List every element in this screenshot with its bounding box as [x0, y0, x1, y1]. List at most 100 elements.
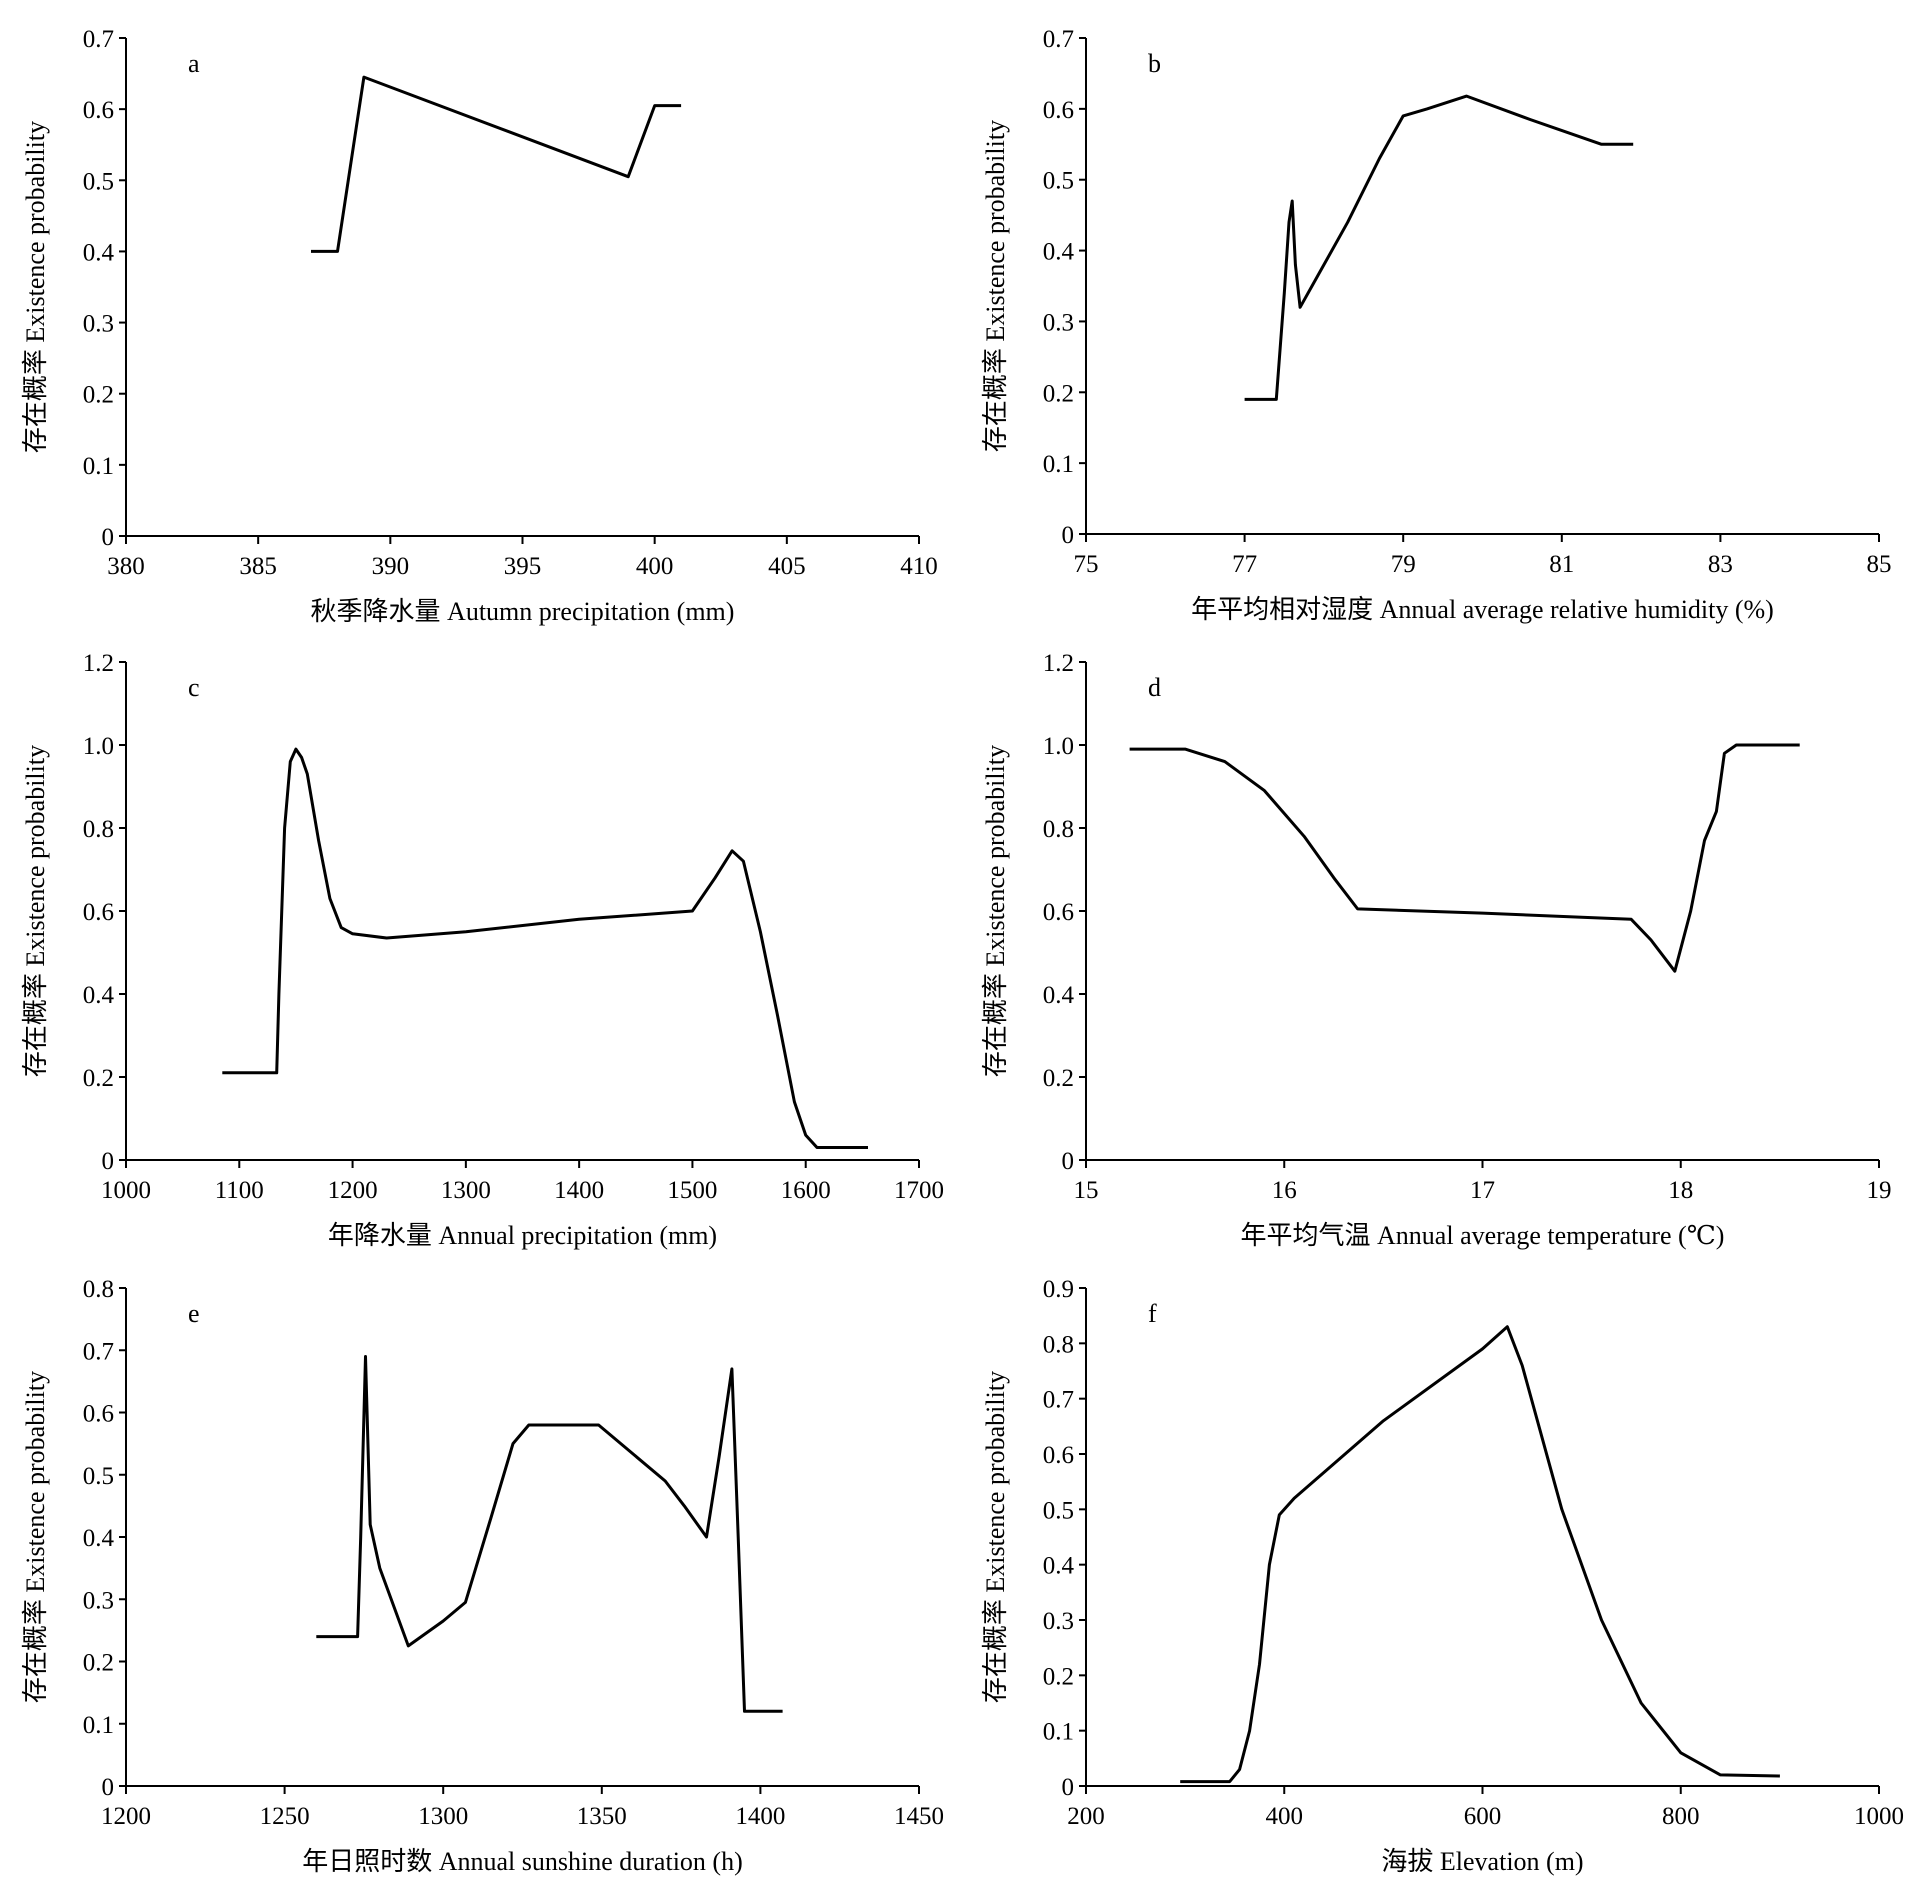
panel-label: e — [188, 1299, 200, 1328]
y-tick-label: 0.5 — [1043, 1497, 1074, 1524]
x-axis-title: 年降水量 Annual precipitation (mm) — [328, 1221, 717, 1250]
y-tick-label: 0.6 — [83, 899, 114, 926]
y-tick-label: 0.1 — [83, 453, 114, 480]
panel-a: 0 0.1 0.2 0.3 0.4 0.5 0.6 0.7 380 385 390 395 400 405… — [21, 26, 938, 626]
y-tick-label: 0.5 — [83, 168, 114, 195]
y-tick-label: 0.7 — [1043, 26, 1074, 53]
y-tick-label: 0.2 — [1043, 1663, 1074, 1690]
panel-label: b — [1148, 49, 1161, 78]
x-tick-label: 600 — [1464, 1803, 1502, 1830]
panel-e: 0 0.1 0.2 0.3 0.4 0.5 0.6 0.7 0.8 1200 1250 1300 135… — [21, 1276, 944, 1876]
x-tick-label: 1450 — [894, 1803, 944, 1830]
x-axis-title: 年平均相对湿度 Annual average relative humidity… — [1191, 595, 1774, 624]
y-tick-label: 0.8 — [83, 816, 114, 843]
y-tick-label: 0.4 — [1043, 239, 1075, 266]
y-tick-label: 0.1 — [1043, 451, 1074, 478]
series-line — [1129, 743, 1800, 973]
y-tick-label: 0.4 — [83, 982, 115, 1009]
x-tick-label: 385 — [239, 553, 277, 580]
y-axis-title: 存在概率 Existence probability — [981, 745, 1010, 1077]
y-tick-label: 0 — [1062, 1774, 1075, 1801]
x-tick-label: 75 — [1074, 551, 1099, 578]
y-tick-label: 0.5 — [1043, 168, 1074, 195]
y-axis-title: 存在概率 Existence probability — [21, 745, 50, 1077]
y-tick-label: 0.7 — [1043, 1387, 1074, 1414]
x-tick-label: 400 — [636, 553, 674, 580]
x-tick-label: 405 — [768, 553, 806, 580]
x-axis-title: 年日照时数 Annual sunshine duration (h) — [302, 1847, 743, 1876]
y-tick-label: 0.9 — [1043, 1276, 1074, 1303]
y-tick-label: 0.4 — [1043, 1553, 1075, 1580]
y-tick-label: 1.0 — [83, 733, 114, 760]
y-axis-title: 存在概率 Existence probability — [21, 121, 50, 453]
y-tick-label: 0 — [102, 1774, 115, 1801]
x-tick-label: 1300 — [441, 1177, 491, 1204]
panel-c: 0 0.2 0.4 0.6 0.8 1.0 1.2 1000 1100 1200 1300 1400 1… — [21, 650, 944, 1250]
y-tick-label: 0.6 — [1043, 1442, 1074, 1469]
x-tick-label: 390 — [372, 553, 410, 580]
y-tick-label: 0.8 — [83, 1276, 114, 1303]
y-tick-label: 0.7 — [83, 1338, 114, 1365]
series-line — [1180, 1325, 1780, 1784]
y-axis-title: 存在概率 Existence probability — [981, 1371, 1010, 1703]
x-tick-label: 1250 — [260, 1803, 310, 1830]
x-tick-label: 19 — [1867, 1177, 1892, 1204]
y-tick-label: 0.4 — [83, 239, 115, 266]
panel-b: 0 0.1 0.2 0.3 0.4 0.5 0.6 0.7 75 77 79 81 83 85 年平均相对湿… — [981, 26, 1892, 624]
panel-label: d — [1148, 673, 1161, 702]
y-tick-label: 0.6 — [83, 97, 114, 124]
y-tick-label: 0.1 — [1043, 1719, 1074, 1746]
x-tick-label: 79 — [1391, 551, 1416, 578]
y-tick-label: 0 — [1062, 1148, 1075, 1175]
x-tick-label: 77 — [1232, 551, 1257, 578]
series-line — [316, 1355, 783, 1713]
panel-f: 0 0.1 0.2 0.3 0.4 0.5 0.6 0.7 0.8 0.9 200 400 600 800… — [981, 1276, 1904, 1876]
y-tick-label: 0 — [1062, 522, 1075, 549]
x-tick-label: 1500 — [667, 1177, 717, 1204]
x-tick-label: 400 — [1266, 1803, 1304, 1830]
series-line — [1244, 94, 1634, 401]
panel-label: c — [188, 673, 200, 702]
y-tick-label: 0.3 — [83, 311, 114, 338]
y-tick-label: 0.6 — [1043, 899, 1074, 926]
y-tick-label: 0.2 — [83, 1065, 114, 1092]
x-tick-label: 18 — [1668, 1177, 1693, 1204]
x-tick-label: 1350 — [577, 1803, 627, 1830]
y-tick-label: 0.3 — [1043, 309, 1074, 336]
series-line — [311, 75, 682, 253]
x-tick-label: 1700 — [894, 1177, 944, 1204]
y-tick-label: 0.4 — [83, 1525, 115, 1552]
x-tick-label: 395 — [504, 553, 542, 580]
y-tick-label: 0 — [102, 524, 115, 551]
x-tick-label: 85 — [1867, 551, 1892, 578]
y-tick-label: 0.2 — [83, 382, 114, 409]
y-tick-label: 0.5 — [83, 1463, 114, 1490]
x-axis-title: 海拔 Elevation (m) — [1381, 1847, 1583, 1876]
y-tick-label: 0.8 — [1043, 816, 1074, 843]
x-tick-label: 83 — [1708, 551, 1733, 578]
x-tick-label: 380 — [107, 553, 145, 580]
y-tick-label: 0.8 — [1043, 1331, 1074, 1358]
x-tick-label: 1200 — [328, 1177, 378, 1204]
y-tick-label: 1.0 — [1043, 733, 1074, 760]
x-tick-label: 1000 — [1854, 1803, 1904, 1830]
y-tick-label: 0.3 — [83, 1587, 114, 1614]
y-tick-label: 0.3 — [1043, 1608, 1074, 1635]
y-axis-title: 存在概率 Existence probability — [21, 1371, 50, 1703]
x-tick-label: 1200 — [101, 1803, 151, 1830]
y-axis-title: 存在概率 Existence probability — [981, 120, 1010, 452]
y-tick-label: 0.7 — [83, 26, 114, 53]
y-tick-label: 0.2 — [1043, 1065, 1074, 1092]
x-tick-label: 1300 — [418, 1803, 468, 1830]
x-tick-label: 81 — [1549, 551, 1574, 578]
y-tick-label: 0 — [102, 1148, 115, 1175]
x-tick-label: 15 — [1074, 1177, 1099, 1204]
x-axis-title: 秋季降水量 Autumn precipitation (mm) — [311, 597, 735, 626]
y-tick-label: 0.6 — [83, 1401, 114, 1428]
y-tick-label: 1.2 — [83, 650, 114, 677]
y-tick-label: 0.2 — [83, 1650, 114, 1677]
x-tick-label: 16 — [1272, 1177, 1297, 1204]
chart-panels: 0 0.1 0.2 0.3 0.4 0.5 0.6 0.7 380 385 390 395 400 405… — [21, 26, 1904, 1876]
x-tick-label: 1400 — [735, 1803, 785, 1830]
